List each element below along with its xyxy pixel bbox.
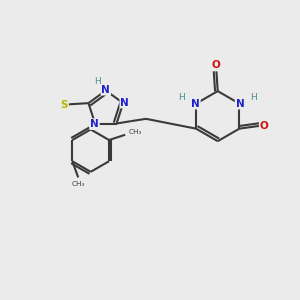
Text: N: N — [101, 85, 110, 94]
Text: N: N — [236, 99, 244, 109]
Text: CH₃: CH₃ — [129, 129, 142, 135]
Text: N: N — [191, 99, 200, 109]
Text: H: H — [94, 76, 101, 85]
Text: N: N — [90, 119, 99, 129]
Text: N: N — [120, 98, 129, 107]
Text: O: O — [260, 121, 268, 131]
Text: H: H — [178, 93, 185, 102]
Text: S: S — [61, 100, 68, 110]
Text: O: O — [212, 61, 220, 70]
Text: H: H — [250, 93, 257, 102]
Text: CH₃: CH₃ — [71, 181, 85, 187]
